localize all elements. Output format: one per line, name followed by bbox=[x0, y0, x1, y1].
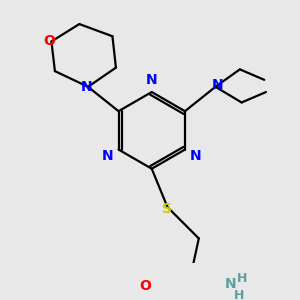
Text: H: H bbox=[237, 272, 248, 285]
Text: O: O bbox=[140, 278, 152, 292]
Text: N: N bbox=[212, 78, 223, 92]
Text: S: S bbox=[162, 202, 172, 216]
Text: O: O bbox=[43, 34, 55, 49]
Text: H: H bbox=[234, 290, 244, 300]
Text: N: N bbox=[224, 277, 236, 291]
Text: N: N bbox=[146, 73, 158, 87]
Text: N: N bbox=[102, 149, 114, 163]
Text: N: N bbox=[80, 80, 92, 94]
Text: N: N bbox=[190, 149, 201, 163]
